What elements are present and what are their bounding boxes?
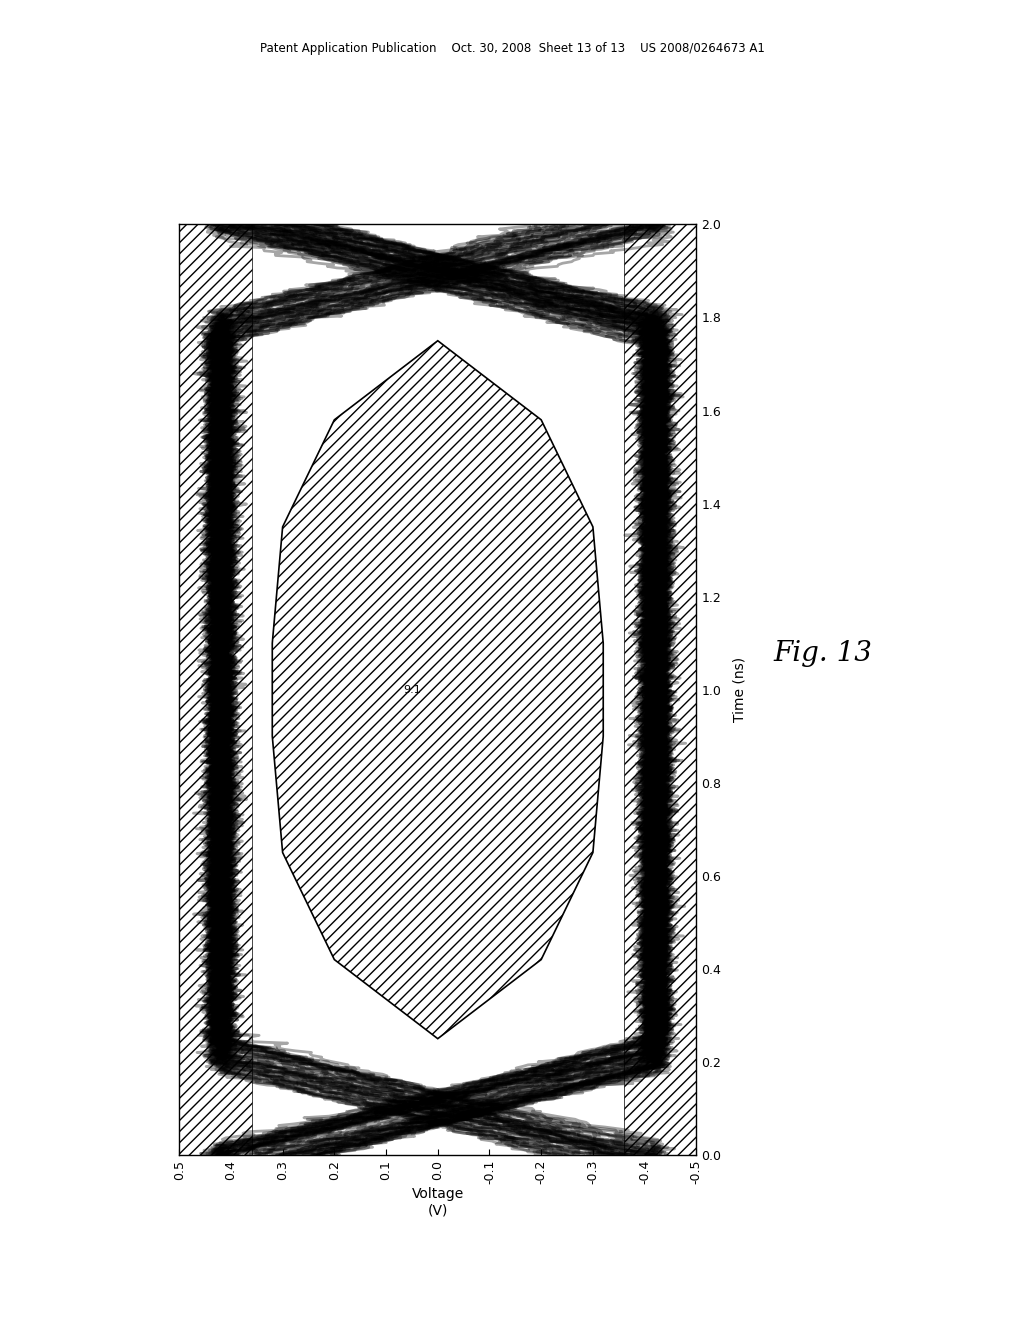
Text: 9.1: 9.1 — [642, 681, 652, 698]
Bar — [179, 224, 252, 1155]
Y-axis label: Time (ns): Time (ns) — [732, 657, 746, 722]
Bar — [624, 224, 696, 1155]
Text: 9.1: 9.1 — [403, 685, 421, 694]
Text: Patent Application Publication    Oct. 30, 2008  Sheet 13 of 13    US 2008/02646: Patent Application Publication Oct. 30, … — [259, 42, 765, 55]
Polygon shape — [272, 341, 603, 1039]
Text: 9.1: 9.1 — [223, 681, 233, 698]
X-axis label: Voltage
(V): Voltage (V) — [412, 1187, 464, 1217]
Text: Fig. 13: Fig. 13 — [773, 640, 872, 667]
